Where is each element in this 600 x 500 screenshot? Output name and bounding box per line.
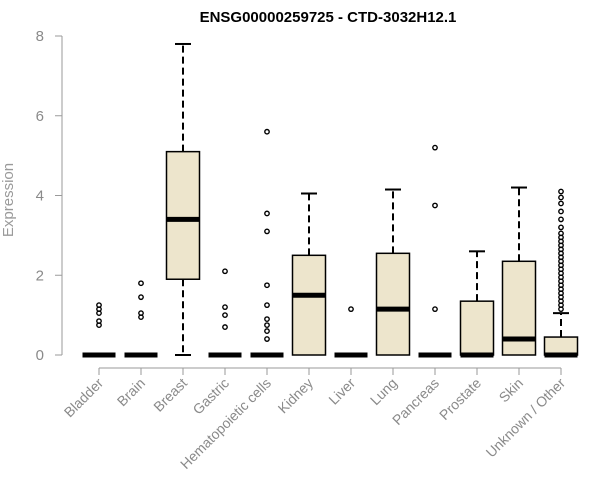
outlier-point (558, 200, 564, 207)
box-group (375, 188, 411, 356)
x-tick-label: Skin (496, 375, 527, 406)
outlier-point (96, 318, 102, 325)
outlier-point (558, 224, 564, 231)
outlier-point (432, 144, 438, 151)
outlier-point (264, 228, 270, 235)
outlier-point (138, 310, 144, 317)
outlier-point (264, 128, 270, 135)
outlier-point (264, 302, 270, 309)
outlier-point (222, 304, 228, 311)
box-group (501, 186, 537, 356)
y-tick-label: 8 (36, 28, 44, 45)
outlier-point (222, 312, 228, 319)
box-body (543, 336, 579, 356)
box-group (459, 250, 495, 358)
outlier-point (432, 306, 438, 313)
box-group (124, 280, 158, 358)
box-group (208, 268, 242, 358)
x-tick-label: Prostate (436, 375, 484, 423)
box-group (334, 306, 368, 358)
box-body (459, 300, 495, 356)
box-body (375, 252, 411, 356)
outlier-point (558, 216, 564, 223)
box-group (418, 144, 452, 358)
y-axis: 0 2 4 6 8 (36, 28, 63, 364)
chart-title: ENSG00000259725 - CTD-3032H12.1 (200, 9, 457, 26)
x-tick-label: Liver (325, 375, 358, 408)
box-group (250, 128, 284, 358)
outlier-point (264, 316, 270, 323)
x-tick-label: Kidney (275, 375, 317, 417)
box-series (82, 42, 579, 358)
y-axis-label: Expression (0, 163, 17, 237)
outlier-point (138, 294, 144, 301)
outlier-point (96, 302, 102, 309)
x-tick-label: Bladder (61, 375, 107, 421)
y-tick-label: 4 (36, 188, 44, 205)
box-body (291, 254, 327, 356)
outlier-point (558, 194, 564, 201)
outlier-point (138, 280, 144, 287)
outlier-point (222, 268, 228, 275)
box-body (165, 150, 201, 280)
outlier-point (264, 328, 270, 334)
y-tick-label: 2 (36, 267, 44, 284)
x-tick-label: Brain (114, 375, 148, 409)
y-tick-label: 0 (36, 347, 44, 364)
x-tick-label: Pancreas (389, 375, 442, 428)
outlier-point (348, 306, 354, 313)
box-group (291, 192, 327, 356)
box-group (165, 42, 201, 356)
y-tick-label: 6 (36, 108, 44, 125)
outlier-point (264, 210, 270, 217)
outlier-point (264, 336, 270, 342)
outlier-point (558, 188, 564, 195)
outlier-point (264, 322, 270, 328)
x-tick-label: Lung (367, 375, 400, 408)
x-tick-label: Unknown / Other (483, 375, 569, 461)
outlier-point (222, 324, 228, 330)
x-tick-label: Breast (150, 375, 190, 415)
outlier-point (558, 230, 564, 237)
outlier-point (264, 282, 270, 289)
outlier-point (558, 208, 564, 215)
box-group (82, 302, 116, 358)
box-group (543, 188, 579, 358)
outlier-point (432, 202, 438, 209)
